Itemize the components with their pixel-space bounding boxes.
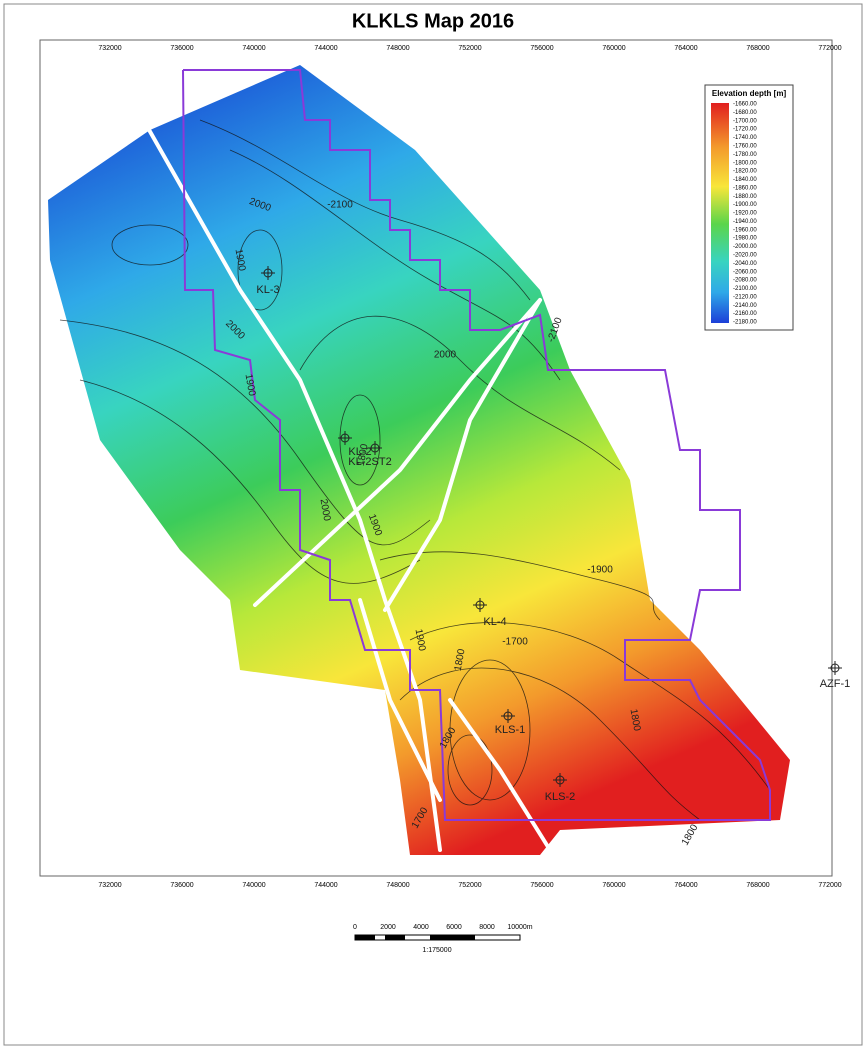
- scale-bar-segment: [385, 935, 405, 940]
- x-axis-label: 756000: [530, 45, 553, 52]
- x-axis-label: 732000: [98, 882, 121, 889]
- legend-value: -1920.00: [733, 211, 757, 217]
- well-label: KL-2ST2: [348, 456, 391, 468]
- color-bar: [711, 103, 729, 323]
- x-axis-label: 752000: [458, 45, 481, 52]
- scale-tick: 0: [353, 924, 357, 931]
- x-axis-label: 736000: [170, 882, 193, 889]
- legend-value: -1860.00: [733, 185, 757, 191]
- scale-ratio: 1:175000: [422, 947, 451, 954]
- well-label: AZF-1: [820, 678, 851, 690]
- legend-value: -1800.00: [733, 160, 757, 166]
- x-axis-label: 740000: [242, 882, 265, 889]
- x-axis-label: 744000: [314, 882, 337, 889]
- contour-label: -1900: [587, 565, 613, 576]
- legend-value: -1960.00: [733, 227, 757, 233]
- x-axis-label: 744000: [314, 45, 337, 52]
- legend: Elevation depth [m] -1660.00 -1680.00 -170…: [705, 85, 793, 330]
- legend-value: -2080.00: [733, 278, 757, 284]
- legend-value: -2120.00: [733, 294, 757, 300]
- legend-value: -1700.00: [733, 118, 757, 124]
- scale-bar-segment: [355, 935, 375, 940]
- scale-tick: 6000: [446, 924, 462, 931]
- legend-value: -1900.00: [733, 202, 757, 208]
- legend-value: -2060.00: [733, 269, 757, 275]
- legend-value: -1880.00: [733, 194, 757, 200]
- legend-value: -1940.00: [733, 219, 757, 225]
- legend-value: -2160.00: [733, 311, 757, 317]
- x-axis-label: 768000: [746, 882, 769, 889]
- contour-label: 2000: [434, 350, 457, 361]
- scale-bar-segment: [430, 935, 475, 940]
- well-label: KL-4: [483, 616, 506, 628]
- legend-value: -1740.00: [733, 135, 757, 141]
- contour-label: -2100: [327, 200, 353, 211]
- scale-bar: 0 2000 4000 6000 8000 10000m 1:175000: [353, 924, 533, 954]
- x-axis-label: 752000: [458, 882, 481, 889]
- legend-value: -1980.00: [733, 236, 757, 242]
- legend-value: -1680.00: [733, 110, 757, 116]
- x-axis-label: 736000: [170, 45, 193, 52]
- scale-tick: 10000m: [507, 924, 532, 931]
- contour-label: -1700: [502, 637, 528, 648]
- x-axis-label: 760000: [602, 45, 625, 52]
- well-label: KLS-1: [495, 724, 526, 736]
- scale-tick: 4000: [413, 924, 429, 931]
- legend-value: -2040.00: [733, 261, 757, 267]
- well-label: KLS-2: [545, 791, 576, 803]
- scale-tick: 2000: [380, 924, 396, 931]
- legend-value: -2000.00: [733, 244, 757, 250]
- x-axis-label: 748000: [386, 45, 409, 52]
- legend-value: -1780.00: [733, 152, 757, 158]
- legend-value: -1820.00: [733, 169, 757, 175]
- x-axis-label: 772000: [818, 882, 841, 889]
- legend-value: -1660.00: [733, 102, 757, 108]
- well-label: KL-3: [256, 284, 279, 296]
- x-axis-label: 740000: [242, 45, 265, 52]
- scale-tick: 8000: [479, 924, 495, 931]
- x-axis-label: 768000: [746, 45, 769, 52]
- x-axis-label: 748000: [386, 882, 409, 889]
- legend-value: -2140.00: [733, 303, 757, 309]
- map-title: KLKLS Map 2016: [352, 10, 514, 32]
- legend-title: Elevation depth [m]: [712, 89, 787, 98]
- x-axis-label: 732000: [98, 45, 121, 52]
- legend-value: -1840.00: [733, 177, 757, 183]
- legend-value: -1720.00: [733, 127, 757, 133]
- legend-value: -2180.00: [733, 320, 757, 326]
- x-axis-label: 764000: [674, 882, 697, 889]
- x-axis-label: 772000: [818, 45, 841, 52]
- legend-value: -1760.00: [733, 144, 757, 150]
- x-axis-label: 760000: [602, 882, 625, 889]
- map-page: KLKLS Map 2016 732000 732000 736000 736000 7…: [0, 0, 866, 1049]
- legend-value: -2100.00: [733, 286, 757, 292]
- legend-value: -2020.00: [733, 253, 757, 259]
- x-axis-label: 764000: [674, 45, 697, 52]
- x-axis-label: 756000: [530, 882, 553, 889]
